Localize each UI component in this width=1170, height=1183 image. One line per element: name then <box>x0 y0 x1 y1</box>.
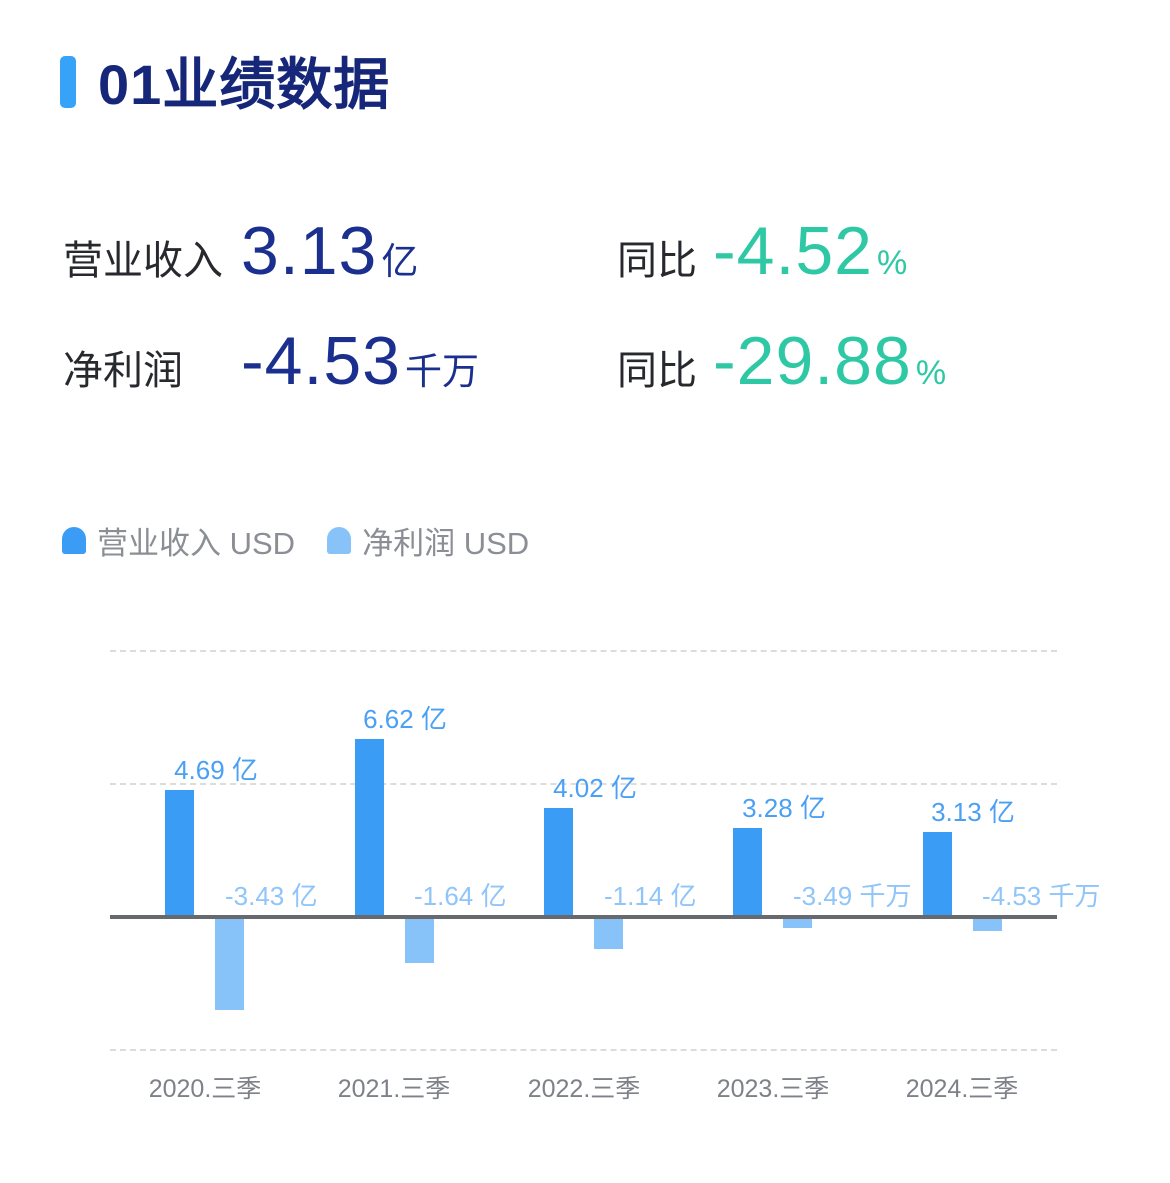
x-axis-tick-label: 2024.三季 <box>905 1075 1019 1103</box>
x-axis-tick-label: 2021.三季 <box>337 1075 451 1103</box>
x-axis-tick-label: 2023.三季 <box>716 1075 830 1103</box>
profit-yoy-label: 同比 <box>617 349 697 393</box>
profit-bar[interactable] <box>973 919 1002 931</box>
profit-yoy-value: -29.88 <box>713 323 912 399</box>
revenue-legend-marker-icon <box>62 527 86 554</box>
revenue-unit: 亿 <box>381 241 419 282</box>
legend-item-revenue[interactable]: 营业收入 USD <box>62 518 295 563</box>
gridline <box>110 1049 1057 1051</box>
profit-value: -4.53 <box>241 323 401 399</box>
gridline <box>110 783 1057 785</box>
bar-value-label: 4.02 亿 <box>553 773 637 803</box>
revenue-yoy-unit: % <box>877 244 908 282</box>
profit-legend-marker-icon <box>327 527 352 554</box>
bar-value-label: -4.53 千万 <box>982 881 1101 911</box>
profit-bar[interactable] <box>215 919 244 1010</box>
profit-label: 净利润 <box>63 349 183 393</box>
revenue-yoy-value: -4.52 <box>713 213 873 289</box>
bar-value-label: 6.62 亿 <box>363 704 447 734</box>
bar-value-label: 3.13 亿 <box>931 797 1015 827</box>
bar-value-label: -3.43 亿 <box>225 881 318 911</box>
revenue-legend-label: 营业收入 USD <box>97 526 296 561</box>
revenue-metric-row: 营业收入 3.13 亿 同比 -4.52 % <box>63 212 1113 290</box>
revenue-bar[interactable] <box>923 832 952 915</box>
title-accent-bar <box>60 56 76 108</box>
bar-value-label: 3.28 亿 <box>742 793 826 823</box>
profit-bar[interactable] <box>594 919 623 949</box>
profit-yoy-unit: % <box>915 354 947 392</box>
legend-item-profit[interactable]: 净利润 USD <box>327 518 529 563</box>
profit-yoy-group: 同比 -29.88 % <box>617 322 946 400</box>
revenue-yoy-label: 同比 <box>617 239 697 283</box>
revenue-label: 营业收入 <box>63 239 223 283</box>
revenue-value: 3.13 <box>241 213 378 289</box>
chart-legend: 营业收入 USD 净利润 USD <box>62 518 561 563</box>
page-title: 01业绩数据 <box>98 53 391 116</box>
profit-bar[interactable] <box>783 919 812 928</box>
bar-value-label: 4.69 亿 <box>174 755 258 785</box>
profit-legend-label: 净利润 USD <box>362 526 530 561</box>
revenue-yoy-group: 同比 -4.52 % <box>617 212 907 290</box>
profit-unit: 千万 <box>405 351 479 392</box>
bar-value-label: -3.49 千万 <box>793 881 912 911</box>
x-axis-tick-label: 2020.三季 <box>148 1075 262 1103</box>
revenue-bar[interactable] <box>733 828 762 915</box>
gridline <box>110 650 1057 652</box>
revenue-bar[interactable] <box>355 739 384 915</box>
x-axis-tick-label: 2022.三季 <box>527 1075 641 1103</box>
x-axis-line <box>110 915 1057 919</box>
revenue-bar[interactable] <box>165 790 194 915</box>
profit-metric-row: 净利润 -4.53 千万 同比 -29.88 % <box>63 322 1113 400</box>
bar-value-label: -1.14 亿 <box>604 881 697 911</box>
bar-value-label: -1.64 亿 <box>414 881 507 911</box>
profit-bar[interactable] <box>405 919 434 963</box>
revenue-bar[interactable] <box>544 808 573 915</box>
